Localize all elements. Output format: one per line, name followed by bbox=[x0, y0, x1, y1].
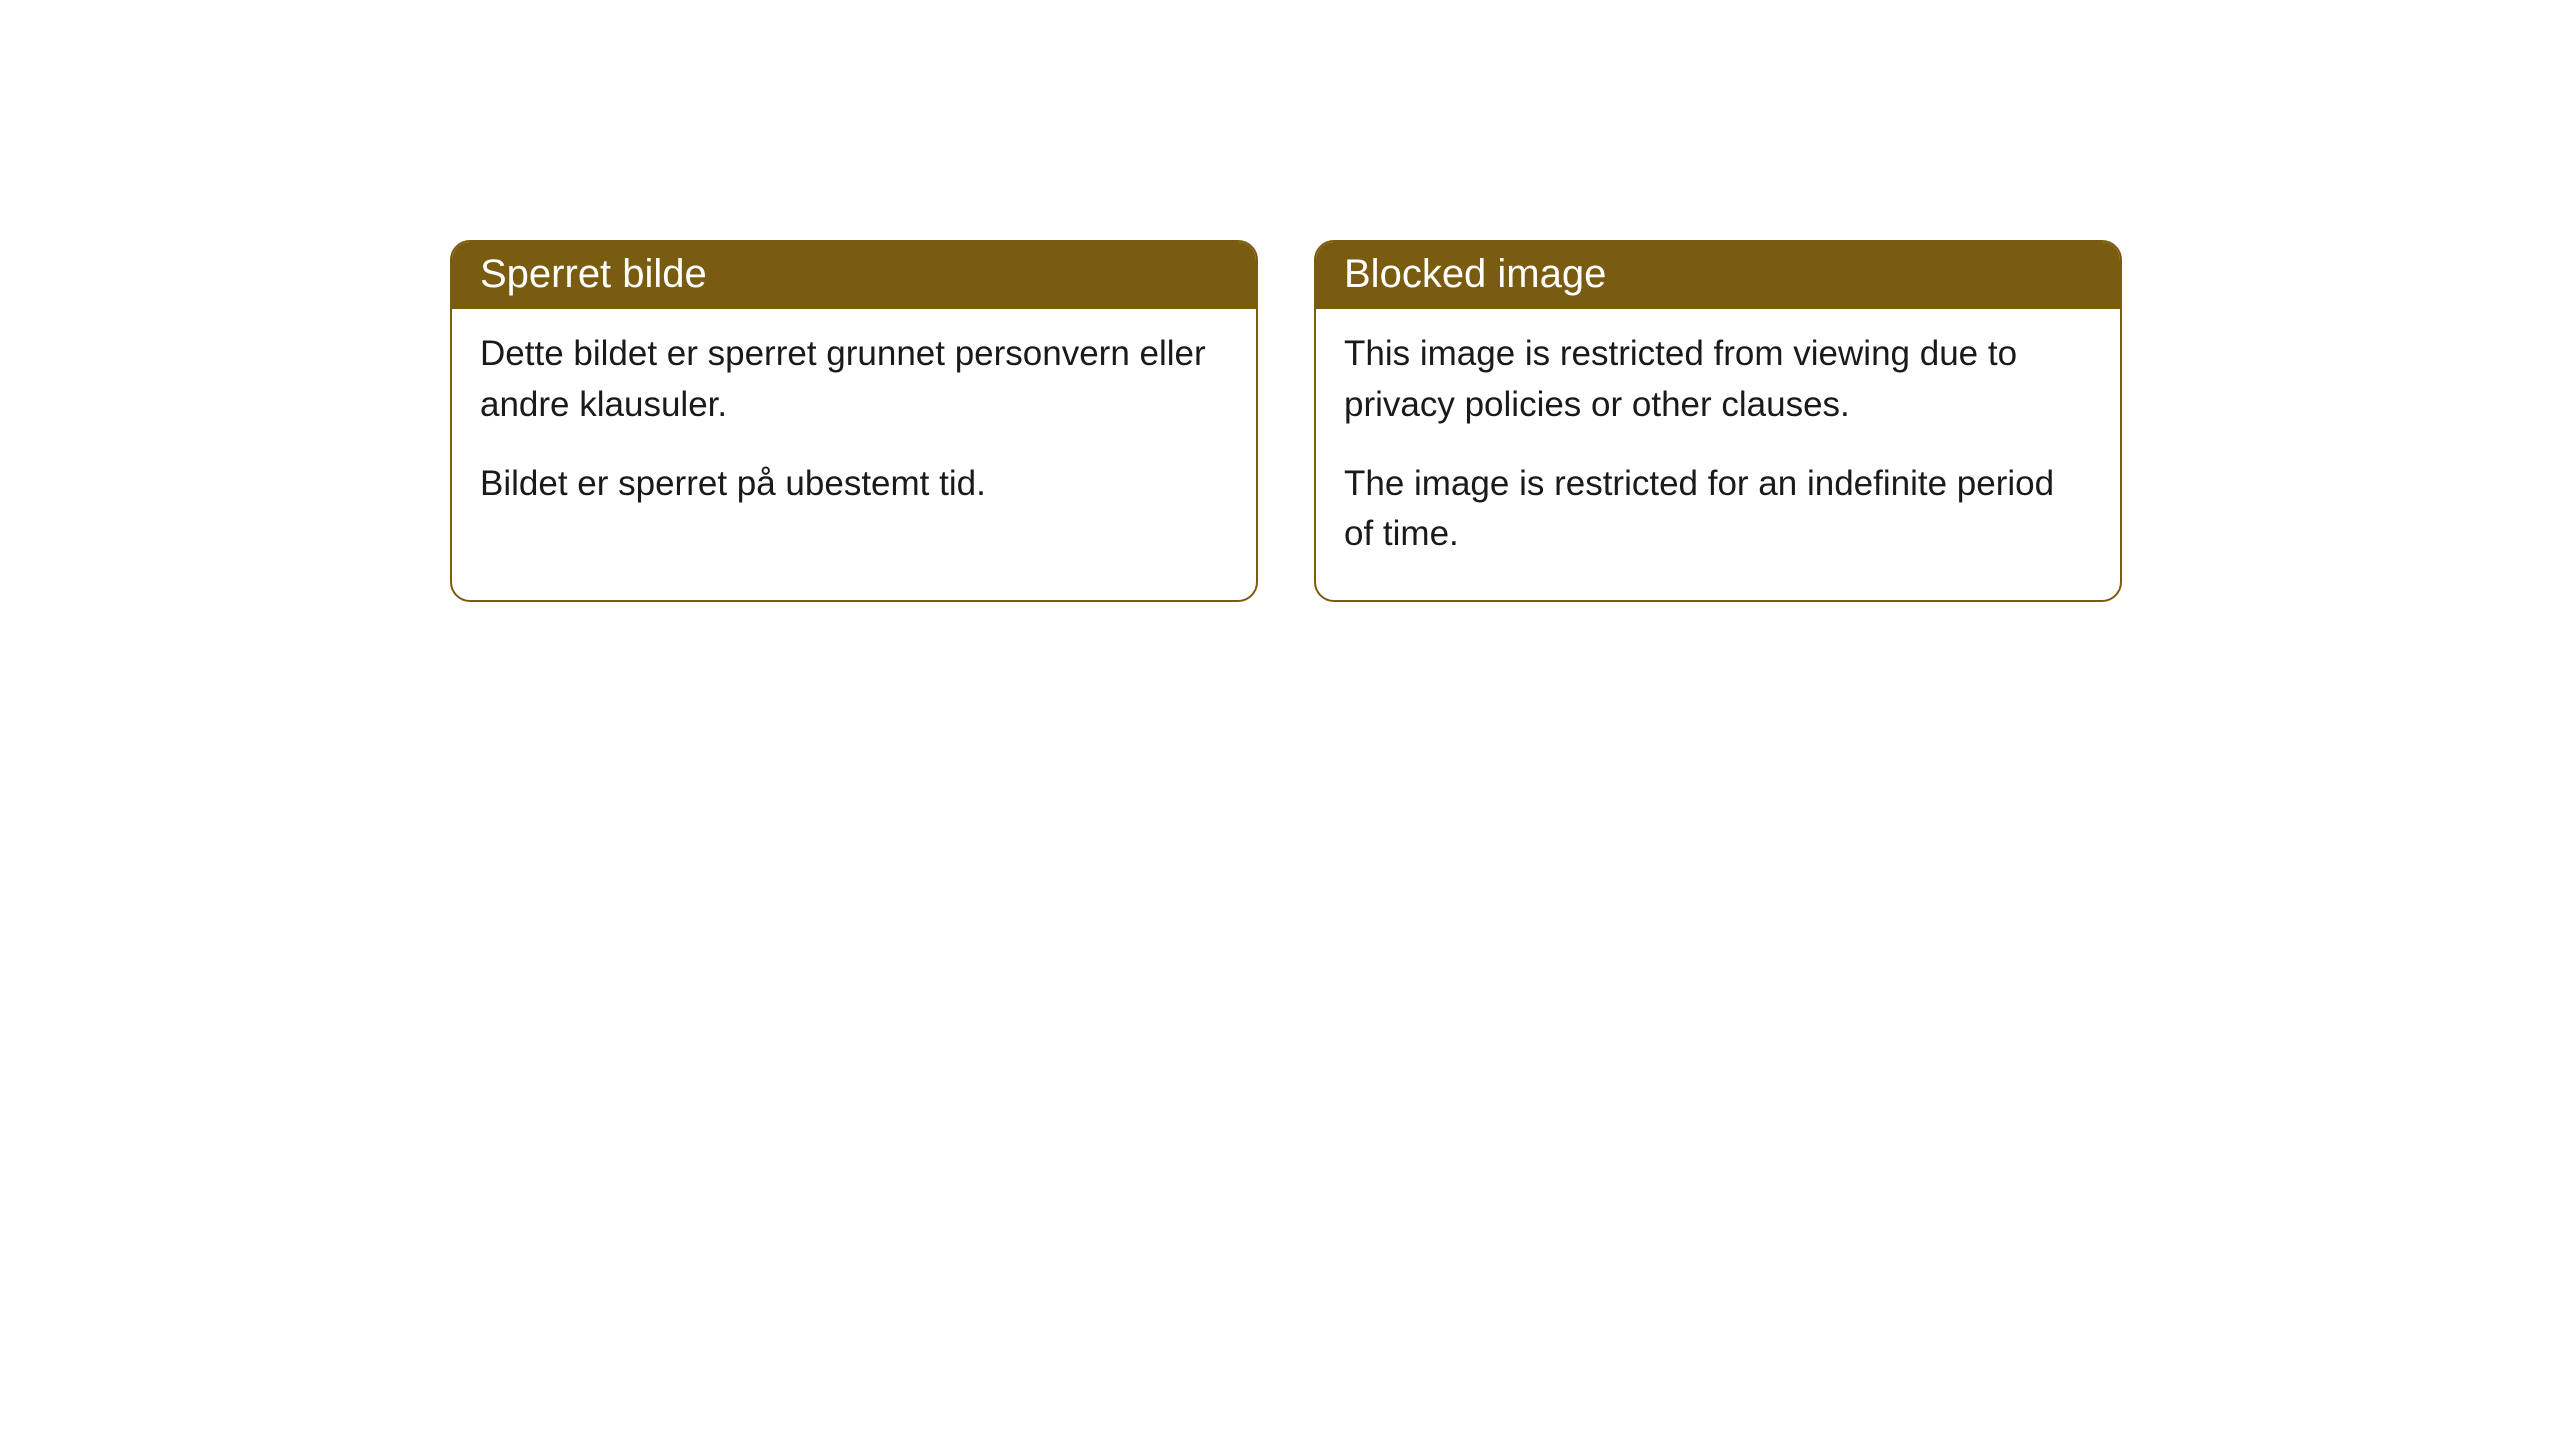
card-paragraph: Bildet er sperret på ubestemt tid. bbox=[480, 459, 1228, 510]
card-body-norwegian: Dette bildet er sperret grunnet personve… bbox=[452, 309, 1256, 549]
card-header-norwegian: Sperret bilde bbox=[452, 242, 1256, 309]
notice-cards-container: Sperret bilde Dette bildet er sperret gr… bbox=[450, 240, 2122, 602]
card-body-english: This image is restricted from viewing du… bbox=[1316, 309, 2120, 600]
card-paragraph: This image is restricted from viewing du… bbox=[1344, 329, 2092, 431]
card-paragraph: Dette bildet er sperret grunnet personve… bbox=[480, 329, 1228, 431]
card-paragraph: The image is restricted for an indefinit… bbox=[1344, 459, 2092, 561]
notice-card-norwegian: Sperret bilde Dette bildet er sperret gr… bbox=[450, 240, 1258, 602]
card-header-english: Blocked image bbox=[1316, 242, 2120, 309]
notice-card-english: Blocked image This image is restricted f… bbox=[1314, 240, 2122, 602]
